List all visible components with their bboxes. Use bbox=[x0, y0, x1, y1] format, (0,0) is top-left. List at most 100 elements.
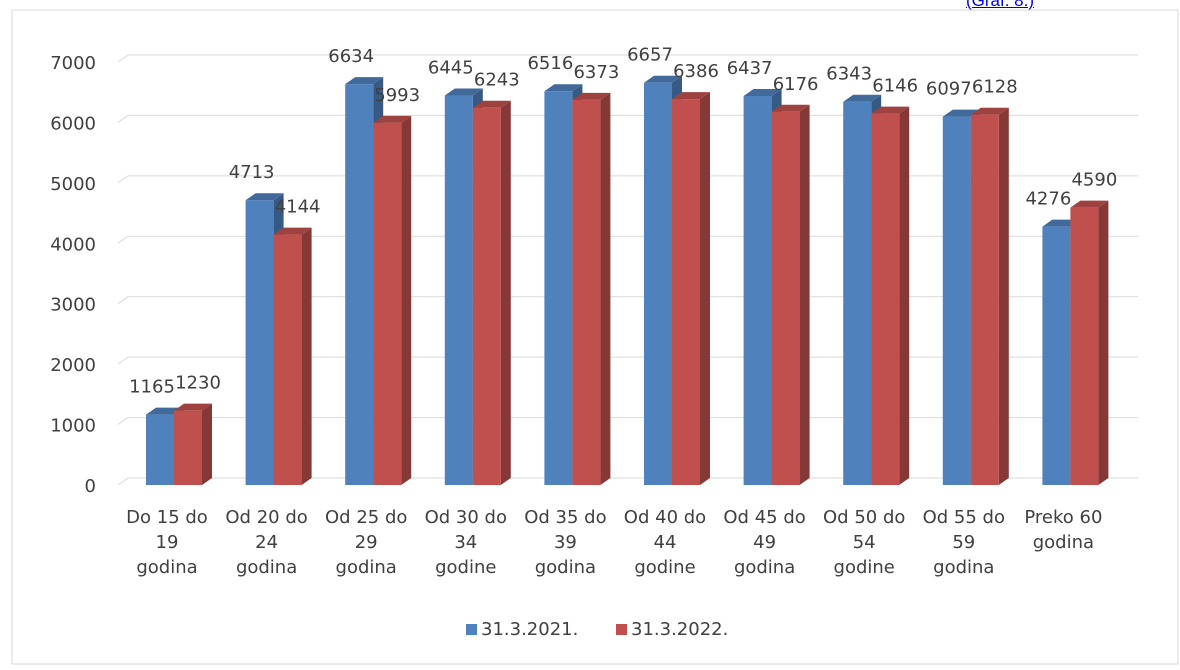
x-tick-line: 24 bbox=[255, 532, 278, 553]
x-tick-line: 39 bbox=[554, 532, 577, 553]
bar-front bbox=[672, 99, 700, 485]
bar-front bbox=[373, 122, 402, 486]
bar bbox=[970, 107, 1009, 485]
bar-top bbox=[970, 107, 1009, 115]
legend-label: 31.3.2021. bbox=[481, 619, 578, 640]
bar-front bbox=[1070, 207, 1099, 485]
y-tick-label: 0 bbox=[85, 476, 96, 497]
x-tick-line: 19 bbox=[156, 532, 179, 553]
bar-side bbox=[1098, 200, 1109, 485]
bar-front bbox=[345, 84, 374, 486]
bar-front bbox=[771, 111, 800, 485]
bar-front bbox=[444, 95, 473, 486]
bar-front bbox=[970, 114, 999, 485]
gridline-diagonal bbox=[117, 477, 129, 486]
x-tick-label: Do 15 do 19 godina bbox=[126, 507, 208, 578]
bar-front bbox=[743, 96, 772, 485]
data-label: 4713 bbox=[229, 162, 275, 183]
x-tick-line: 49 bbox=[753, 532, 776, 553]
y-tick-label: 7000 bbox=[50, 53, 96, 74]
x-tick-line: Od 25 do bbox=[325, 507, 407, 528]
x-tick-line: 59 bbox=[952, 532, 975, 553]
bar-top bbox=[472, 100, 511, 108]
data-label: 5993 bbox=[374, 85, 420, 106]
x-tick-label: Od 45 do 49 godina bbox=[723, 507, 805, 578]
data-label: 4144 bbox=[275, 197, 321, 218]
legend-swatch bbox=[466, 624, 477, 635]
gridline-diagonal bbox=[117, 235, 129, 244]
x-tick-line: godina bbox=[1033, 532, 1094, 553]
bar-top bbox=[373, 115, 412, 123]
bar-front bbox=[146, 414, 174, 485]
bar bbox=[572, 92, 611, 485]
bar-top bbox=[345, 77, 384, 85]
x-tick-line: 54 bbox=[853, 532, 876, 553]
bar-front bbox=[843, 101, 872, 485]
bar-top bbox=[1070, 200, 1109, 208]
x-tick-label: Od 30 do 34 godine bbox=[425, 507, 507, 578]
bar bbox=[1070, 200, 1109, 485]
legend-swatch bbox=[616, 624, 627, 635]
data-label: 1230 bbox=[175, 373, 221, 394]
bar bbox=[771, 104, 810, 485]
bars bbox=[146, 75, 1109, 486]
data-label: 6146 bbox=[872, 76, 918, 97]
bar-side bbox=[700, 92, 710, 485]
bar-side bbox=[998, 107, 1009, 485]
bar-top bbox=[843, 94, 882, 102]
data-label: 6386 bbox=[673, 61, 719, 82]
data-label: 1165 bbox=[129, 377, 175, 398]
x-tick-line: Od 50 do bbox=[823, 507, 905, 528]
x-tick-line: Od 55 do bbox=[923, 507, 1005, 528]
bar-front bbox=[871, 113, 900, 485]
x-tick-line: godina bbox=[136, 557, 197, 578]
bar bbox=[373, 115, 412, 486]
x-tick-line: 34 bbox=[454, 532, 477, 553]
bar-top bbox=[743, 89, 782, 97]
x-tick-line: godina bbox=[236, 557, 297, 578]
y-tick-label: 3000 bbox=[50, 295, 96, 316]
x-tick-label: Od 20 do 24 godina bbox=[225, 507, 307, 578]
x-tick-label: Preko 60 godina bbox=[1024, 507, 1102, 553]
bar-top bbox=[273, 227, 312, 235]
x-tick-label: Od 35 do 39 godina bbox=[524, 507, 606, 578]
bar-side bbox=[600, 92, 611, 485]
bar-front bbox=[472, 107, 501, 485]
x-tick-line: Preko 60 bbox=[1024, 507, 1102, 528]
data-label: 6634 bbox=[328, 46, 374, 67]
gridline-diagonal bbox=[117, 115, 129, 123]
bar-front bbox=[174, 410, 202, 485]
bar-side bbox=[202, 403, 212, 485]
x-tick-line: Od 20 do bbox=[225, 507, 307, 528]
x-tick-line: godina bbox=[933, 557, 994, 578]
bar-side bbox=[500, 100, 511, 485]
bar-side bbox=[799, 104, 810, 485]
bar-side bbox=[301, 227, 312, 486]
bar-top bbox=[572, 92, 611, 100]
bar-top bbox=[771, 104, 810, 112]
gridline-diagonal bbox=[117, 296, 129, 305]
x-tick-line: godine bbox=[834, 557, 895, 578]
bar-top bbox=[245, 193, 284, 201]
x-tick-line: godina bbox=[535, 557, 596, 578]
bar-front bbox=[1042, 226, 1071, 485]
bar bbox=[472, 100, 511, 485]
bar-front bbox=[942, 116, 971, 485]
y-tick-label: 4000 bbox=[50, 234, 96, 255]
figure-reference-link[interactable]: (Graf. 8.) bbox=[966, 0, 1035, 10]
data-label: 6373 bbox=[573, 62, 619, 83]
x-tick-label: Od 25 do 29 godina bbox=[325, 507, 407, 578]
x-tick-line: Od 45 do bbox=[723, 507, 805, 528]
y-tick-label: 1000 bbox=[50, 416, 96, 437]
x-tick-line: Od 30 do bbox=[425, 507, 507, 528]
data-label: 6657 bbox=[627, 45, 673, 66]
bar-front bbox=[572, 99, 601, 485]
bar-top bbox=[672, 92, 710, 100]
bar-front bbox=[245, 200, 274, 486]
bar-top bbox=[174, 403, 212, 411]
data-label: 6437 bbox=[727, 58, 773, 79]
y-tick-label: 2000 bbox=[50, 355, 96, 376]
